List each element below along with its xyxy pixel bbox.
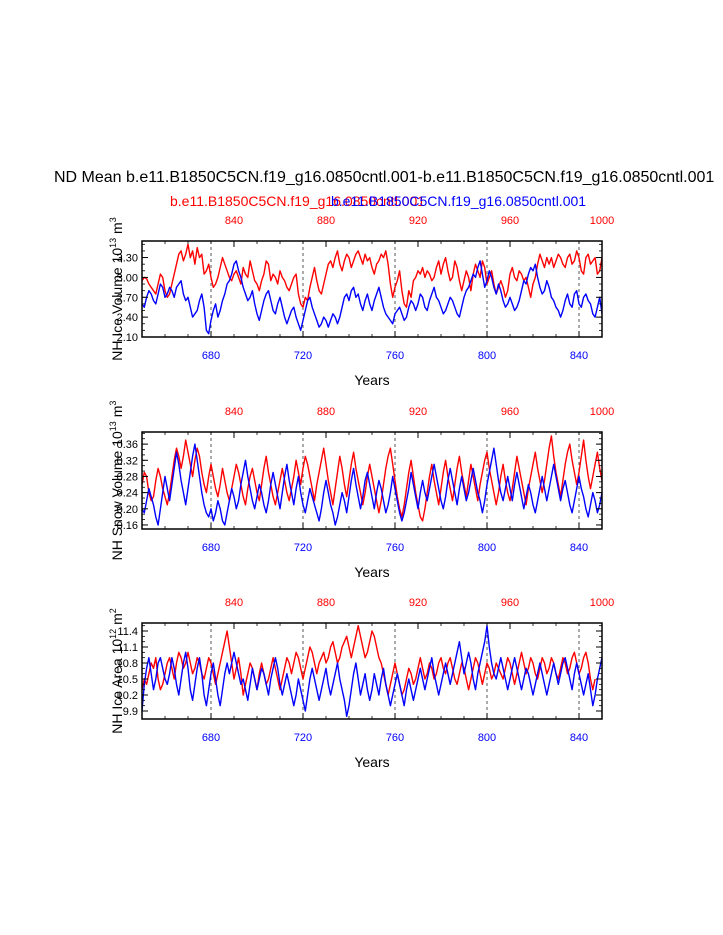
x-tick-label-bottom: 760 [386, 350, 404, 362]
y-tick-label: 2.70 [117, 292, 138, 304]
x-tick-label-bottom: 720 [294, 542, 312, 554]
y-axis-label: NH Ice Area 1012 m2 [108, 608, 131, 734]
y-tick-label: 11.1 [117, 642, 138, 654]
x-tick-label-bottom: 800 [478, 350, 496, 362]
x-tick-label-top: 920 [409, 406, 427, 418]
x-tick-label-top: 840 [225, 406, 243, 418]
x-tick-label-bottom: 680 [202, 732, 220, 744]
x-tick-label-top: 920 [409, 215, 427, 227]
y-axis-label-part: 12 [108, 629, 118, 639]
x-tick-label-bottom: 720 [294, 350, 312, 362]
y-axis-label-part: 3 [108, 401, 118, 406]
y-tick-label: 2.40 [117, 312, 138, 324]
chart-panel-3: 9.9 10.2 10.5 10.8 11.1 11.4 680 720 760 800 840 84… [108, 597, 614, 770]
y-tick-label: 0.20 [117, 504, 138, 516]
y-axis-label-part: NH Ice Volume 10 [109, 248, 125, 361]
x-tick-label-top: 920 [409, 597, 427, 609]
x-tick-label-top: 960 [501, 406, 519, 418]
x-tick-label-top: 1000 [590, 406, 614, 418]
x-tick-label-top: 840 [225, 215, 243, 227]
legend-entry-blue: b.e11.B1850C5CN.f19_g16.0850cntl.001 [331, 193, 586, 209]
chart-panel-2: 0.16 0.20 0.24 0.28 0.32 0.36 680 720 760 800 840 8… [108, 401, 614, 580]
y-tick-label: 10.8 [117, 658, 138, 670]
x-tick-label-top: 960 [501, 215, 519, 227]
x-tick-label-top: 880 [317, 406, 335, 418]
series-line-red [142, 243, 602, 308]
series-line-blue [142, 625, 602, 717]
series-line-blue [142, 443, 602, 526]
x-tick-label-bottom: 800 [478, 732, 496, 744]
y-tick-label: 0.36 [117, 439, 138, 451]
x-tick-label-top: 960 [501, 597, 519, 609]
y-axis-label-part: m [109, 222, 125, 234]
y-axis-label-part: 13 [108, 238, 118, 248]
x-tick-label-top: 840 [225, 597, 243, 609]
series-line-red [142, 625, 596, 696]
y-axis-label-part: m [109, 613, 125, 625]
x-axis-label: Years [354, 754, 389, 770]
x-tick-label-bottom: 720 [294, 732, 312, 744]
chart-panel-1: 2.10 2.40 2.70 3.00 3.30 680 720 760 800 840 840 88… [108, 215, 614, 388]
y-tick-label: 3.30 [117, 253, 138, 265]
y-tick-label: 11.4 [117, 626, 138, 638]
chart-title: ND Mean b.e11.B1850C5CN.f19_g16.0850cntl… [54, 169, 714, 186]
x-tick-label-bottom: 680 [202, 350, 220, 362]
x-tick-label-bottom: 680 [202, 542, 220, 554]
x-axis-label: Years [354, 372, 389, 388]
y-axis-label-part: m [109, 406, 125, 418]
x-tick-label-bottom: 840 [570, 350, 588, 362]
y-tick-label: 10.2 [117, 690, 138, 702]
x-tick-label-bottom: 840 [570, 732, 588, 744]
y-tick-label: 0.24 [117, 488, 138, 500]
y-tick-label: 2.10 [117, 332, 138, 344]
x-tick-label-bottom: 800 [478, 542, 496, 554]
x-tick-label-bottom: 760 [386, 732, 404, 744]
series-line-blue [142, 260, 602, 335]
series-line-red [142, 435, 602, 522]
y-tick-label: 0.32 [117, 455, 138, 467]
x-tick-label-top: 880 [317, 597, 335, 609]
y-axis-label-part: NH Ice Area 10 [109, 639, 125, 734]
y-axis-label-part: NH Snow Volume 10 [109, 431, 125, 560]
x-tick-label-bottom: 840 [570, 542, 588, 554]
y-tick-label: 0.16 [117, 520, 138, 532]
x-tick-label-bottom: 760 [386, 542, 404, 554]
y-axis-label: NH Snow Volume 1013 m3 [108, 401, 131, 561]
y-axis-label-part: 2 [108, 608, 118, 613]
x-tick-label-top: 1000 [590, 215, 614, 227]
y-axis-label: NH Ice Volume 1013 m3 [108, 217, 131, 360]
panels: 2.10 2.40 2.70 3.00 3.30 680 720 760 800 840 840 88… [108, 215, 614, 770]
y-tick-label: 10.5 [117, 674, 138, 686]
legend-entry-red: b.e11.B1850C5CN.f19_g16.0850cntl.001 [170, 193, 425, 209]
x-axis-label: Years [354, 564, 389, 580]
x-tick-label-top: 880 [317, 215, 335, 227]
y-axis-label-part: 3 [108, 217, 118, 222]
y-tick-label: 9.9 [123, 706, 138, 718]
x-tick-label-top: 1000 [590, 597, 614, 609]
y-tick-label: 0.28 [117, 471, 138, 483]
y-axis-label-part: 13 [108, 421, 118, 431]
y-tick-label: 3.00 [117, 272, 138, 284]
